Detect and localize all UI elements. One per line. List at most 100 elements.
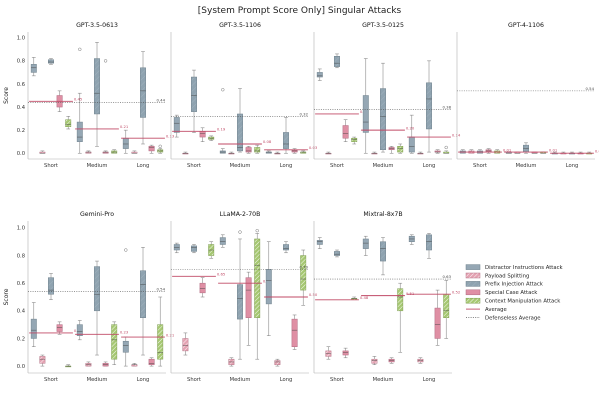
x-tick-label: Medium <box>87 163 108 169</box>
defenseless-average-label: 0.38 <box>443 104 452 109</box>
x-tick-label: Medium <box>230 163 251 169</box>
box-context <box>65 364 72 368</box>
legend: Distractor Instructions Attack Payload Sp… <box>465 264 564 321</box>
box-special <box>245 271 252 346</box>
box-payload <box>417 357 424 364</box>
box-body <box>316 240 323 245</box>
defenseless-average-label: 0.54 <box>157 286 166 291</box>
box-body <box>122 137 129 149</box>
box-prefix <box>334 249 340 258</box>
x-tick-label: Short <box>473 163 487 169</box>
outlier-point <box>78 47 82 51</box>
y-tick-label: 0.0 <box>17 364 25 370</box>
defenseless-average-label: 0.70 <box>300 264 309 269</box>
x-tick-label: Long <box>137 377 150 383</box>
box-distractor <box>408 114 415 154</box>
x-tick-label: Long <box>566 163 579 169</box>
box-context <box>397 143 404 154</box>
box-special <box>342 119 349 142</box>
box-context <box>254 144 261 154</box>
y-tick-label: 0.2 <box>17 336 25 342</box>
figure-title: [System Prompt Score Only] Singular Atta… <box>198 6 402 16</box>
box-context <box>254 229 261 360</box>
x-tick-label: Medium <box>373 163 394 169</box>
box-body <box>397 146 404 153</box>
legend-swatch <box>465 272 481 279</box>
x-tick-label: Long <box>280 377 293 383</box>
box-body <box>362 95 369 133</box>
box-body <box>362 238 369 249</box>
box-body <box>316 72 323 78</box>
box-distractor <box>316 68 323 81</box>
box-payload <box>274 358 281 367</box>
average-label: 0.01 <box>503 147 512 152</box>
legend-item-special: Special Case Attack <box>465 289 538 296</box>
panels-group: GPT-3.5-0613 0.0 0.2 0.4 0.6 0.8 1.0 Score Short… <box>3 22 599 383</box>
box-payload <box>371 151 378 155</box>
box-body <box>334 55 340 67</box>
box-prefix <box>140 247 146 356</box>
box-special <box>148 357 155 367</box>
outlier-point <box>444 145 448 150</box>
box-body <box>148 146 155 152</box>
box-body <box>300 255 307 291</box>
defenseless-average-label: 0.54 <box>586 86 595 91</box>
box-body <box>157 324 164 360</box>
box-distractor <box>316 237 323 249</box>
box-distractor <box>30 302 37 347</box>
box-body <box>219 237 226 245</box>
legend-label: Distractor Instructions Attack <box>485 265 564 271</box>
x-tick-label: Short <box>330 377 344 383</box>
box-body <box>199 131 206 138</box>
box-body <box>173 117 180 133</box>
x-tick-label: Short <box>44 163 58 169</box>
box-prefix <box>94 260 100 356</box>
box-context <box>157 296 164 367</box>
legend-label: Defenseless Average <box>485 315 541 321</box>
box-body <box>122 340 129 353</box>
box-prefix <box>380 237 386 276</box>
box-distractor <box>30 57 37 77</box>
x-tick-label: Medium <box>230 377 251 383</box>
defenseless-average-label: 0.63 <box>443 274 452 279</box>
y-axis-label: Score <box>3 288 10 305</box>
box-context <box>494 149 501 154</box>
average-label: 0.23 <box>120 330 129 335</box>
outlier-point <box>255 229 259 233</box>
legend-swatch <box>465 264 481 270</box>
box-body <box>76 121 83 142</box>
box-body <box>94 266 100 312</box>
box-prefix <box>191 244 197 254</box>
box-distractor <box>122 129 129 154</box>
legend-item-average: Average <box>466 307 507 313</box>
box-body <box>237 113 243 152</box>
box-body <box>426 82 432 130</box>
box-body <box>148 358 155 365</box>
box-special <box>291 314 298 350</box>
box-distractor <box>173 114 180 138</box>
box-prefix <box>94 42 100 147</box>
panel-title: LLaMA-2-70B <box>220 211 261 218</box>
box-body <box>94 58 100 115</box>
box-body <box>39 356 46 364</box>
box-distractor <box>219 88 226 154</box>
box-context <box>443 145 450 154</box>
box-payload <box>371 356 378 365</box>
box-payload <box>325 346 332 360</box>
y-tick-label: 0.6 <box>17 82 25 88</box>
box-body <box>254 147 261 153</box>
box-body <box>245 147 252 153</box>
average-label: 0.50 <box>309 292 318 297</box>
box-payload <box>131 363 138 367</box>
box-special <box>434 289 441 346</box>
x-tick-label: Long <box>137 163 150 169</box>
box-payload <box>85 150 92 154</box>
box-body <box>265 269 272 305</box>
box-body <box>254 238 261 318</box>
average-label: 0.19 <box>217 126 226 131</box>
x-tick-label: Short <box>330 163 344 169</box>
box-body <box>351 137 358 142</box>
average-label: 0.21 <box>166 332 175 337</box>
box-special <box>434 149 441 154</box>
y-tick-label: 0.0 <box>17 151 25 157</box>
